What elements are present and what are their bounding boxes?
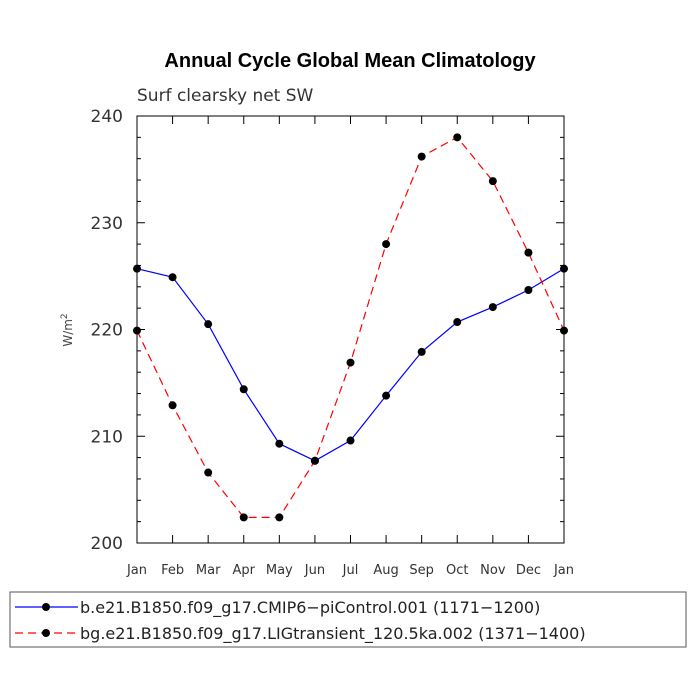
series-2-point <box>204 468 213 477</box>
y-tick-label: 200 <box>91 534 123 554</box>
series-2-point <box>239 513 248 522</box>
series-1-point <box>204 320 213 329</box>
series-1-point <box>382 391 391 400</box>
series-1-point <box>346 436 355 445</box>
legend-marker-2 <box>42 629 50 637</box>
plot-frame <box>136 115 565 544</box>
legend-entry-1: b.e21.B1850.f09_g17.CMIP6−piControl.001 … <box>80 598 540 618</box>
series-2-point <box>275 513 284 522</box>
y-tick-labels: 200 210 220 230 240 <box>91 107 123 554</box>
x-tick-label: Dec <box>516 563 541 578</box>
series-1-point <box>168 273 177 282</box>
series-1-point <box>239 385 248 394</box>
x-tick-label: Sep <box>409 563 434 578</box>
series-2-point <box>168 401 177 410</box>
x-tick-label: Nov <box>480 563 506 578</box>
y-tick-label: 240 <box>91 107 123 127</box>
x-tick-label: Jul <box>342 563 359 578</box>
series-2-point <box>488 177 497 186</box>
x-tick-label: Apr <box>233 563 256 578</box>
series-2-point <box>346 358 355 367</box>
x-tick-label: Aug <box>373 563 398 578</box>
series-2-point <box>417 152 426 161</box>
chart-title: Annual Cycle Global Mean Climatology <box>164 50 536 72</box>
y-tick-label: 210 <box>91 427 123 447</box>
series-2-point <box>310 456 319 465</box>
x-tick-label: Feb <box>161 563 184 578</box>
series-2-point <box>524 248 533 257</box>
series-2-point <box>133 326 141 335</box>
x-tick-label: Mar <box>196 563 221 578</box>
axis-ticks <box>136 115 565 544</box>
series-1-point <box>524 286 533 295</box>
y-tick-label: 230 <box>91 214 123 234</box>
legend-marker-1 <box>42 603 50 611</box>
legend-entry-2: bg.e21.B1850.f09_g17.LIGtransient_120.5k… <box>80 624 586 644</box>
series-2-point <box>382 240 391 249</box>
series-2-point <box>560 326 568 335</box>
chart-subtitle: Surf clearsky net SW <box>137 86 314 106</box>
y-axis-label-text: W/m <box>61 319 75 347</box>
legend-box <box>9 591 687 648</box>
x-tick-label: Oct <box>446 563 468 578</box>
y-tick-label: 220 <box>91 321 123 341</box>
x-tick-label: Jun <box>304 563 325 578</box>
series-layer <box>133 133 568 522</box>
series-1-point <box>488 303 497 312</box>
series-1-point <box>275 439 284 448</box>
y-axis-label-superscript: 2 <box>60 313 70 319</box>
series-2-point <box>453 133 462 142</box>
series-1-point <box>417 347 426 356</box>
legend: b.e21.B1850.f09_g17.CMIP6−piControl.001 … <box>15 598 586 644</box>
x-tick-label: May <box>266 563 293 578</box>
x-tick-labels: Jan Feb Mar Apr May Jun Jul Aug Sep Oct Nov Dec Jan <box>126 563 574 578</box>
series-1-point <box>560 264 568 273</box>
series-line-2 <box>136 136 565 518</box>
x-tick-label: Jan <box>553 563 574 578</box>
series-1-point <box>453 318 462 327</box>
x-tick-label: Jan <box>126 563 147 578</box>
y-axis-label: W/m2 <box>60 313 75 346</box>
series-1-point <box>133 264 141 273</box>
